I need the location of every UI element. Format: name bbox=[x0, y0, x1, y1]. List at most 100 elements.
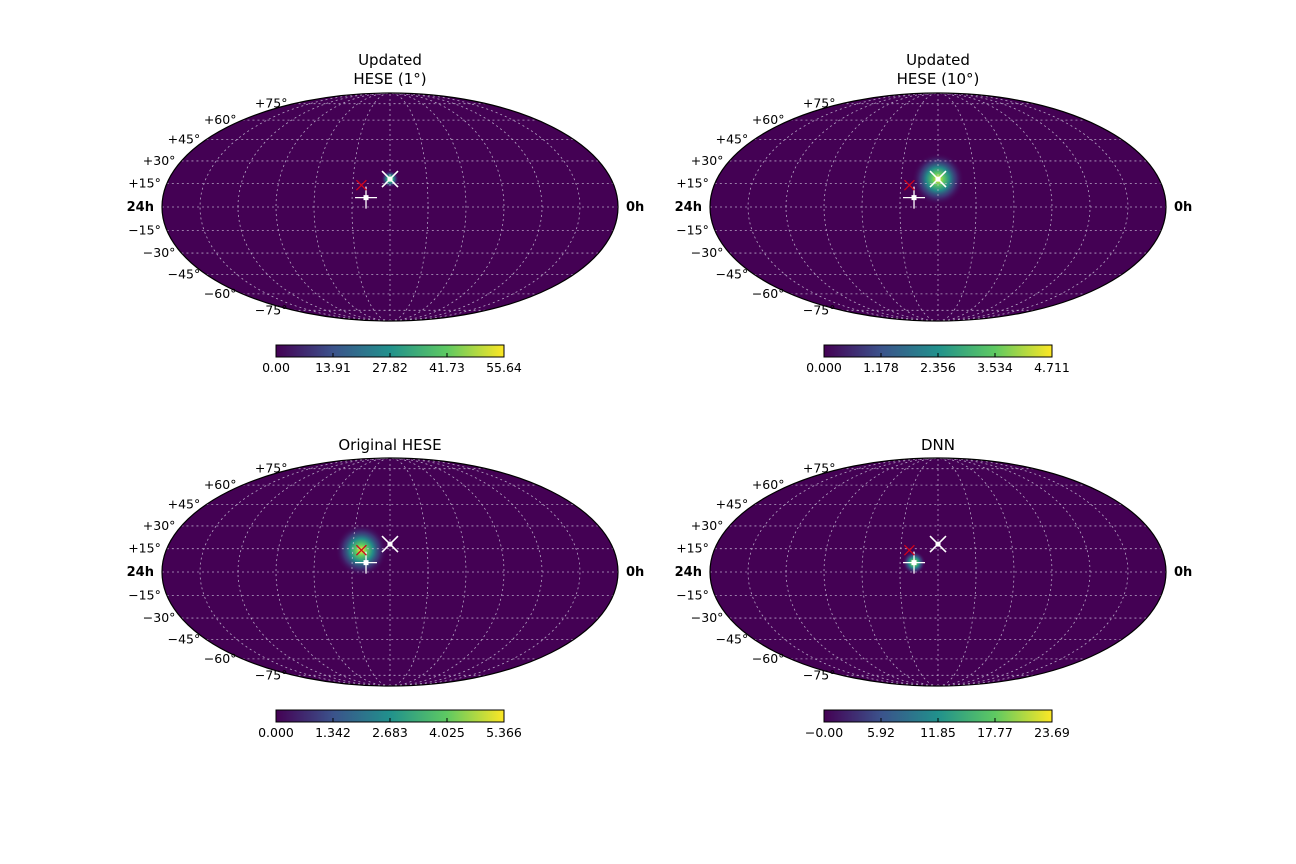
panel-title: Updated bbox=[906, 51, 970, 69]
latitude-tick-label: +60° bbox=[752, 477, 785, 492]
latitude-tick-label: +15° bbox=[676, 176, 709, 191]
latitude-tick-label: +30° bbox=[143, 518, 176, 533]
meridian-line bbox=[823, 93, 939, 321]
source-star-marker-center bbox=[935, 176, 941, 182]
ra-label-left: 24h bbox=[127, 565, 154, 580]
meridian-line bbox=[237, 93, 391, 321]
source-plus-marker-center bbox=[911, 195, 917, 201]
graticule bbox=[710, 93, 1166, 321]
meridian-line bbox=[275, 458, 391, 686]
colorbar-tick-label: 0.000 bbox=[806, 360, 842, 375]
meridian-line bbox=[937, 458, 1015, 686]
latitude-tick-label: +45° bbox=[168, 497, 201, 512]
meridian-line bbox=[823, 458, 939, 686]
ra-label-left: 24h bbox=[127, 200, 154, 215]
source-plus-marker-center bbox=[911, 560, 917, 566]
panel-title: HESE (10°) bbox=[897, 70, 980, 88]
graticule bbox=[710, 458, 1166, 686]
latitude-tick-label: −15° bbox=[128, 587, 161, 602]
latitude-tick-label: +60° bbox=[204, 477, 237, 492]
latitude-tick-label: −75° bbox=[803, 302, 836, 317]
meridian-line bbox=[937, 93, 1015, 321]
latitude-tick-label: +60° bbox=[752, 112, 785, 127]
sky-map-outline bbox=[709, 457, 1167, 687]
source-plus-marker-center bbox=[363, 195, 369, 201]
meridian-line bbox=[237, 458, 391, 686]
sky-map-outline bbox=[709, 92, 1167, 322]
source-star-marker-center bbox=[387, 541, 393, 547]
sky-map-outline bbox=[161, 92, 619, 322]
ra-label-left: 24h bbox=[675, 200, 702, 215]
latitude-tick-label: −60° bbox=[204, 286, 237, 301]
panel-title: DNN bbox=[921, 436, 955, 454]
colorbar-tick-label: 5.92 bbox=[867, 725, 895, 740]
latitude-tick-label: −60° bbox=[752, 286, 785, 301]
latitude-tick-label: +30° bbox=[143, 153, 176, 168]
latitude-tick-label: +75° bbox=[803, 461, 836, 476]
latitude-tick-label: −45° bbox=[716, 266, 749, 281]
meridian-line bbox=[389, 458, 467, 686]
source-star-marker-center bbox=[935, 541, 941, 547]
colorbar-tick-label: −0.00 bbox=[805, 725, 843, 740]
latitude-tick-label: +15° bbox=[128, 176, 161, 191]
latitude-tick-label: +75° bbox=[255, 461, 288, 476]
latitude-tick-label: −30° bbox=[143, 610, 176, 625]
colorbar-tick-label: 5.366 bbox=[486, 725, 522, 740]
graticule bbox=[162, 93, 618, 321]
best-fit-x-marker bbox=[355, 179, 367, 191]
colorbar-tick-label: 0.000 bbox=[258, 725, 294, 740]
colorbar-tick-label: 13.91 bbox=[315, 360, 351, 375]
latitude-tick-label: +15° bbox=[676, 541, 709, 556]
sky-map-outline bbox=[161, 457, 619, 687]
meridian-line bbox=[785, 458, 939, 686]
ra-label-left: 24h bbox=[675, 565, 702, 580]
latitude-tick-label: −45° bbox=[168, 266, 201, 281]
sky-map-background bbox=[710, 458, 1166, 686]
ra-label-right: 0h bbox=[626, 200, 644, 215]
source-star-marker-center bbox=[387, 176, 393, 182]
latitude-tick-label: −45° bbox=[168, 631, 201, 646]
panel-title: Original HESE bbox=[338, 436, 441, 454]
sky-map-background bbox=[710, 93, 1166, 321]
colorbar: 0.000 1.342 2.683 4.025 5.366 bbox=[258, 709, 522, 740]
sky-map-background bbox=[162, 93, 618, 321]
latitude-tick-label: +45° bbox=[168, 132, 201, 147]
sky-map-panel: DNN +75° +60°+45° +30° +15° −15° −30° −45°−60° −… bbox=[675, 436, 1193, 740]
meridian-line bbox=[275, 93, 391, 321]
latitude-tick-label: +30° bbox=[691, 518, 724, 533]
colorbar-tick-label: 4.711 bbox=[1034, 360, 1070, 375]
ra-label-right: 0h bbox=[626, 565, 644, 580]
colorbar: −0.00 5.92 11.85 17.77 23.69 bbox=[805, 709, 1070, 740]
latitude-tick-label: −15° bbox=[676, 587, 709, 602]
latitude-tick-label: −75° bbox=[803, 667, 836, 682]
latitude-tick-label: +60° bbox=[204, 112, 237, 127]
latitude-tick-label: −60° bbox=[204, 651, 237, 666]
graticule bbox=[162, 458, 618, 686]
colorbar-tick-label: 2.356 bbox=[920, 360, 956, 375]
sky-map-background bbox=[162, 458, 618, 686]
colorbar-tick-label: 11.85 bbox=[920, 725, 956, 740]
latitude-tick-label: +75° bbox=[255, 96, 288, 111]
latitude-tick-label: +75° bbox=[803, 96, 836, 111]
latitude-tick-label: −15° bbox=[676, 222, 709, 237]
colorbar-tick-label: 17.77 bbox=[977, 725, 1013, 740]
colorbar-tick-label: 41.73 bbox=[429, 360, 465, 375]
sky-map-panel: Original HESE +75° +60°+45° +30° +15° −15° −30… bbox=[127, 436, 645, 740]
best-fit-x-marker bbox=[903, 179, 915, 191]
colorbar-tick-label: 1.178 bbox=[863, 360, 899, 375]
best-fit-x-marker bbox=[355, 544, 367, 556]
colorbar: 0.000 1.178 2.356 3.534 4.711 bbox=[806, 344, 1070, 375]
colorbar-tick-label: 2.683 bbox=[372, 725, 408, 740]
colorbar-tick-label: 4.025 bbox=[429, 725, 465, 740]
colorbar-tick-label: 1.342 bbox=[315, 725, 351, 740]
latitude-tick-label: +45° bbox=[716, 497, 749, 512]
source-plus-marker-center bbox=[363, 560, 369, 566]
latitude-tick-label: −75° bbox=[255, 302, 288, 317]
latitude-tick-label: −30° bbox=[691, 610, 724, 625]
ra-label-right: 0h bbox=[1174, 200, 1192, 215]
latitude-tick-label: +15° bbox=[128, 541, 161, 556]
latitude-tick-label: −30° bbox=[143, 245, 176, 260]
latitude-tick-label: −75° bbox=[255, 667, 288, 682]
latitude-tick-label: −45° bbox=[716, 631, 749, 646]
